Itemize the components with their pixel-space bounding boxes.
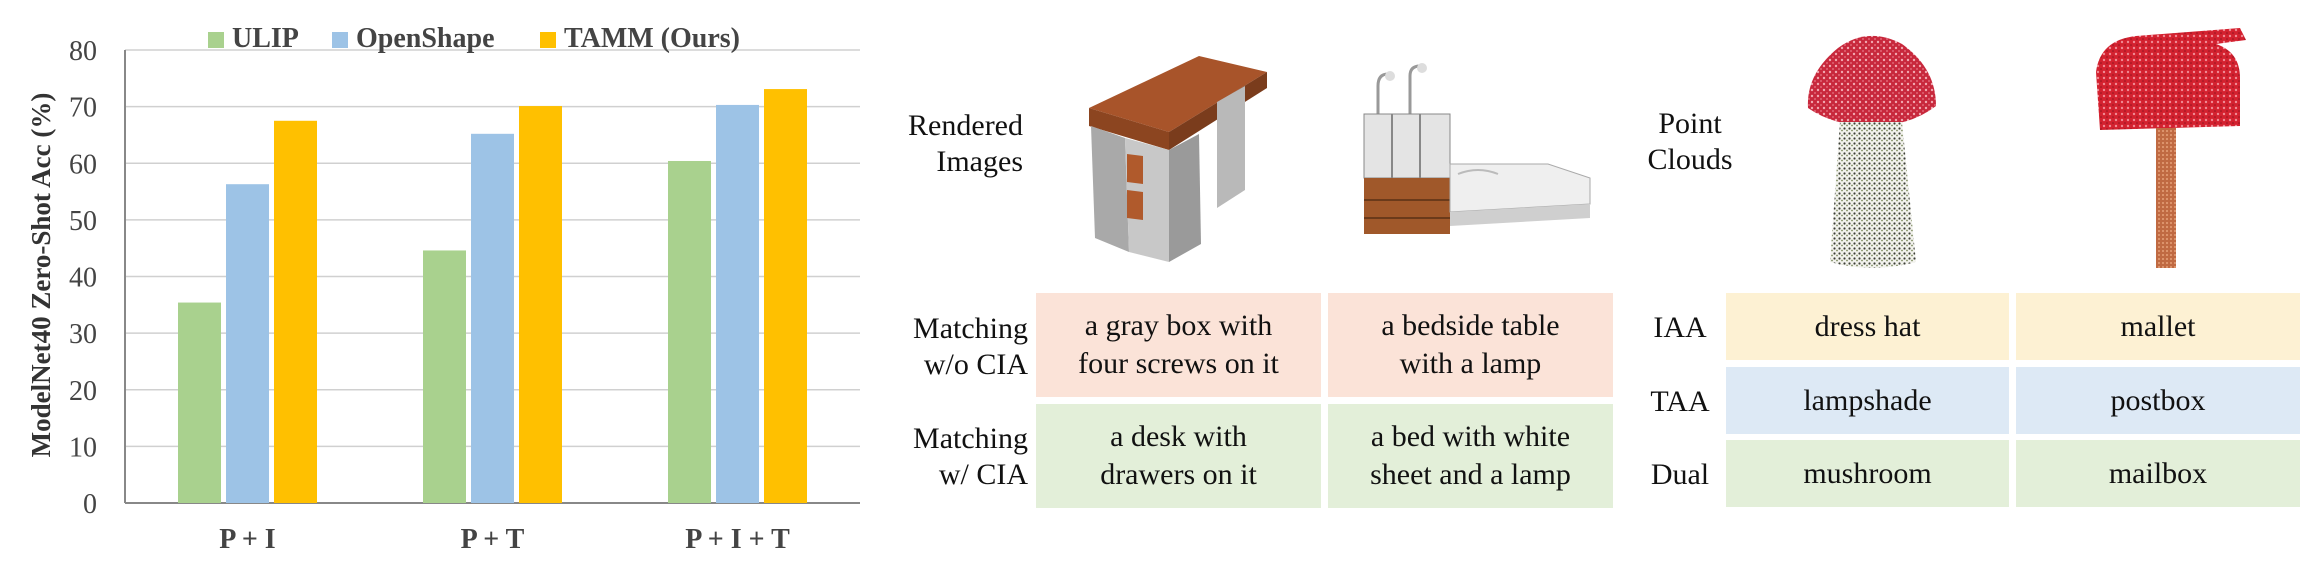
legend-label: TAMM (Ours) (564, 23, 740, 54)
x-tick-label: P + T (461, 524, 525, 555)
y-tick-label: 10 (69, 432, 97, 463)
taa-cell-2: postbox (2016, 367, 2300, 434)
mailbox-point-cloud (2096, 28, 2246, 268)
y-tick-label: 60 (69, 149, 97, 180)
y-tick-label: 40 (69, 263, 97, 294)
mushroom-point-cloud (1807, 35, 1936, 268)
x-tick-label: P + I (219, 524, 275, 555)
legend-swatch (540, 32, 556, 48)
legend-label: ULIP (232, 23, 299, 54)
rendered-images-label: Rendered Images (908, 109, 1023, 178)
y-tick-label: 20 (69, 376, 97, 407)
dual-cell-1: mushroom (1726, 440, 2009, 507)
bed-render-image (1363, 63, 1591, 234)
wo-cia-cell-1: a gray box with four screws on it (1036, 293, 1321, 397)
iaa-cell-2: mallet (2016, 293, 2300, 360)
w-cia-cell-1: a desk with drawers on it (1036, 404, 1321, 508)
bar-ulip-3 (668, 160, 711, 504)
legend: ULIP OpenShape TAMM (Ours) (208, 23, 740, 54)
point-clouds-label: Point Clouds (1647, 107, 1733, 176)
taa-label: TAA (1650, 385, 1710, 418)
x-tick-labels: P + I P + T P + I + T (219, 524, 790, 555)
bar-tamm-ours-3 (764, 89, 807, 503)
cia-panel: Rendered Images Matching w/o CIA Matchin… (880, 0, 1620, 568)
legend-swatch (208, 32, 224, 48)
legend-label: OpenShape (356, 23, 495, 54)
taa-cell-1: lampshade (1726, 367, 2009, 434)
bar-openshape-2 (471, 133, 514, 503)
matching-w-cia-label: Matching w/ CIA (913, 422, 1028, 491)
matching-wo-cia-label: Matching w/o CIA (913, 312, 1028, 381)
w-cia-cell-2: a bed with white sheet and a lamp (1328, 404, 1613, 508)
bar-tamm-ours-1 (274, 120, 317, 503)
y-tick-label: 80 (69, 36, 97, 67)
adapter-panel: Point Clouds (1620, 0, 2305, 568)
bar-openshape-3 (716, 104, 759, 504)
wo-cia-cell-2: a bedside table with a lamp (1328, 293, 1613, 397)
y-tick-label: 70 (69, 93, 97, 124)
y-tick-labels: 0 10 20 30 40 50 60 70 80 (69, 36, 97, 520)
y-tick-label: 50 (69, 206, 97, 237)
bars (178, 89, 807, 504)
bar-ulip-2 (423, 250, 466, 503)
y-axis-label: ModelNet40 Zero-Shot Acc (%) (26, 93, 56, 458)
iaa-cell-1: dress hat (1726, 293, 2009, 360)
bar-tamm-ours-2 (519, 106, 562, 503)
y-tick-label: 30 (69, 319, 97, 350)
legend-swatch (332, 32, 348, 48)
x-tick-label: P + I + T (685, 524, 790, 555)
bar-openshape-1 (226, 184, 269, 504)
dual-cell-2: mailbox (2016, 440, 2300, 507)
y-tick-label: 0 (83, 489, 97, 520)
dual-label: Dual (1650, 458, 1710, 491)
bar-chart: 0 10 20 30 40 50 60 70 80 P + I P + T P + I + T UL… (26, 23, 860, 555)
iaa-label: IAA (1653, 311, 1707, 344)
bar-ulip-1 (178, 302, 221, 503)
desk-render-image (1089, 56, 1267, 262)
